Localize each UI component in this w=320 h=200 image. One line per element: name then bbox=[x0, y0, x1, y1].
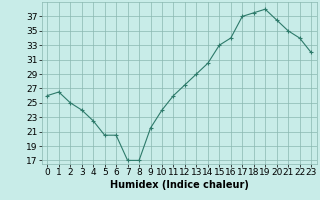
X-axis label: Humidex (Indice chaleur): Humidex (Indice chaleur) bbox=[110, 180, 249, 190]
